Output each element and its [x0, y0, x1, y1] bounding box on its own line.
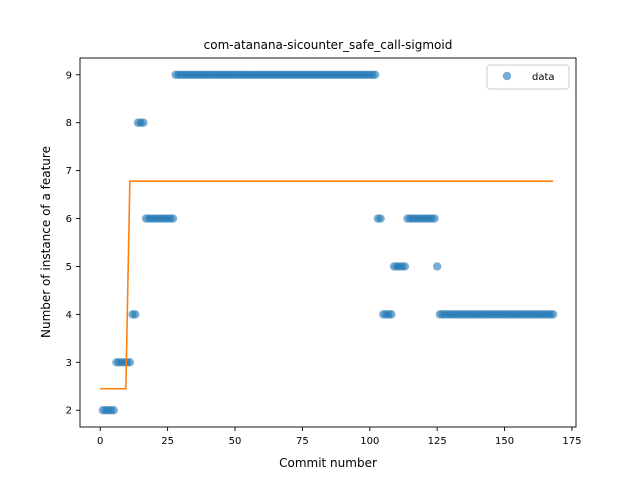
y-tick-label: 6 [66, 214, 72, 225]
data-point [376, 214, 385, 223]
data-point [109, 406, 118, 415]
y-tick-label: 7 [66, 166, 72, 177]
x-tick-label: 0 [97, 436, 103, 447]
x-tick-label: 150 [495, 436, 514, 447]
y-tick-label: 2 [66, 406, 72, 417]
chart-title: com-atanana-sicounter_safe_call-sigmoid [204, 38, 453, 52]
y-tick-label: 9 [66, 70, 72, 81]
x-tick-label: 75 [296, 436, 309, 447]
y-tick-label: 5 [66, 262, 72, 273]
y-tick-label: 4 [66, 310, 72, 321]
legend-label: data [532, 72, 555, 83]
data-point [131, 310, 140, 319]
data-point [430, 214, 439, 223]
y-tick-label: 8 [66, 118, 72, 129]
data-point [370, 70, 380, 79]
x-tick-label: 125 [428, 436, 447, 447]
data-point [548, 310, 558, 319]
data-point [400, 262, 410, 271]
y-tick-label: 3 [66, 358, 72, 369]
x-axis: 0 25 50 75 100 125 150 175 [97, 427, 582, 447]
x-tick-label: 25 [161, 436, 174, 447]
x-axis-title: Commit number [279, 456, 377, 470]
legend-marker [502, 71, 512, 81]
y-axis: 2 3 4 5 6 7 8 9 [66, 70, 80, 417]
data-point [432, 262, 442, 271]
fit-line [100, 180, 554, 390]
x-tick-label: 100 [360, 436, 379, 447]
legend: data [486, 64, 570, 90]
data-point [125, 358, 135, 367]
plot-area [79, 57, 577, 428]
x-tick-label: 175 [562, 436, 581, 447]
x-tick-label: 50 [229, 436, 242, 447]
data-point [168, 214, 178, 223]
data-point [387, 310, 396, 319]
y-axis-title: Number of instance of a feature [39, 146, 53, 338]
data-point [139, 118, 148, 127]
legend-box [486, 64, 570, 90]
plot-frame [79, 57, 577, 428]
